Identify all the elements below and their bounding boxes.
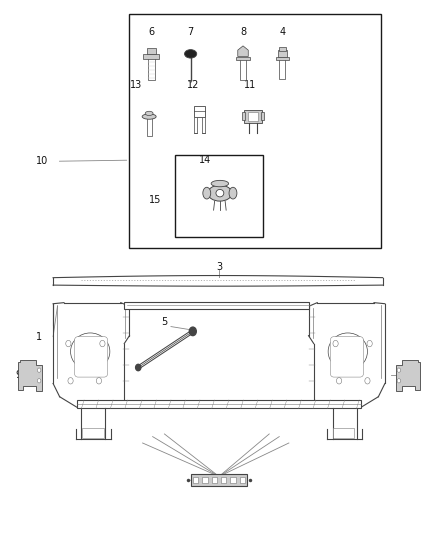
- Ellipse shape: [71, 333, 110, 370]
- Bar: [279, 59, 286, 79]
- Bar: [276, 57, 289, 60]
- Text: 14: 14: [199, 155, 211, 165]
- Bar: [202, 477, 208, 483]
- Circle shape: [336, 377, 342, 384]
- FancyBboxPatch shape: [74, 337, 108, 377]
- Text: 2: 2: [216, 477, 222, 487]
- Circle shape: [100, 341, 105, 347]
- Text: 10: 10: [35, 156, 48, 166]
- Bar: [147, 48, 155, 54]
- Circle shape: [68, 377, 73, 384]
- Ellipse shape: [216, 189, 224, 197]
- Ellipse shape: [211, 180, 229, 187]
- Text: 8: 8: [240, 27, 246, 37]
- Bar: [332, 427, 354, 438]
- Bar: [240, 58, 246, 80]
- Ellipse shape: [203, 187, 211, 199]
- Bar: [279, 47, 286, 51]
- Bar: [236, 56, 250, 60]
- Bar: [261, 112, 264, 120]
- Polygon shape: [396, 360, 420, 391]
- Text: 1: 1: [36, 332, 42, 342]
- Bar: [221, 477, 226, 483]
- Bar: [148, 56, 155, 80]
- Bar: [240, 477, 245, 483]
- Text: 4: 4: [279, 27, 286, 37]
- Ellipse shape: [208, 185, 232, 201]
- FancyBboxPatch shape: [330, 337, 364, 377]
- Circle shape: [37, 378, 41, 383]
- Text: 6: 6: [148, 27, 154, 37]
- Bar: [201, 117, 205, 133]
- Bar: [242, 112, 245, 120]
- Ellipse shape: [328, 333, 367, 370]
- Bar: [53, 278, 383, 285]
- Bar: [248, 112, 258, 121]
- Circle shape: [367, 341, 372, 347]
- Bar: [130, 14, 381, 248]
- Circle shape: [66, 341, 71, 347]
- Text: 15: 15: [149, 195, 161, 205]
- Circle shape: [397, 378, 401, 383]
- Text: 3: 3: [216, 262, 222, 271]
- Bar: [194, 106, 205, 117]
- Bar: [82, 427, 104, 438]
- Polygon shape: [238, 46, 248, 56]
- Text: 5: 5: [161, 317, 168, 327]
- Bar: [144, 54, 159, 59]
- Circle shape: [136, 365, 141, 370]
- Bar: [124, 302, 308, 309]
- Circle shape: [365, 377, 370, 384]
- Bar: [175, 155, 263, 237]
- Circle shape: [333, 341, 338, 347]
- Ellipse shape: [142, 114, 156, 119]
- Text: 9: 9: [400, 370, 406, 381]
- Polygon shape: [18, 360, 42, 391]
- Circle shape: [96, 377, 102, 384]
- Bar: [244, 110, 262, 123]
- Ellipse shape: [145, 111, 153, 116]
- Text: 11: 11: [244, 80, 257, 90]
- FancyBboxPatch shape: [191, 474, 247, 486]
- Text: 7: 7: [187, 27, 194, 37]
- Bar: [77, 400, 361, 408]
- Bar: [193, 477, 198, 483]
- Circle shape: [189, 327, 196, 336]
- Bar: [278, 50, 287, 57]
- Text: 12: 12: [187, 80, 199, 90]
- Text: 13: 13: [130, 80, 142, 90]
- Circle shape: [37, 368, 41, 372]
- Bar: [230, 477, 236, 483]
- Circle shape: [397, 368, 401, 372]
- Bar: [194, 117, 197, 133]
- Bar: [147, 116, 152, 136]
- Ellipse shape: [184, 50, 197, 58]
- Text: 9: 9: [15, 370, 21, 381]
- Ellipse shape: [229, 187, 237, 199]
- Bar: [212, 477, 217, 483]
